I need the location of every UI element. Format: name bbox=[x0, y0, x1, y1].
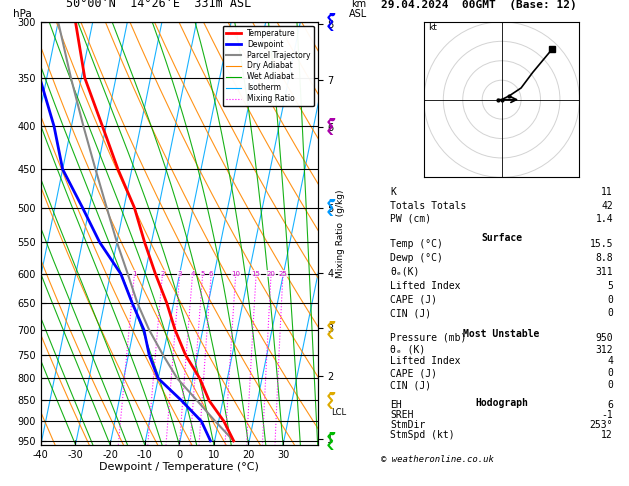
Text: 8.8: 8.8 bbox=[596, 253, 613, 263]
Text: 4: 4 bbox=[191, 271, 195, 277]
Text: 253°: 253° bbox=[589, 420, 613, 430]
Y-axis label: Mixing Ratio  (g/kg): Mixing Ratio (g/kg) bbox=[337, 189, 345, 278]
Text: 5: 5 bbox=[201, 271, 205, 277]
Text: km
ASL: km ASL bbox=[349, 0, 368, 19]
Text: 950: 950 bbox=[596, 332, 613, 343]
Text: 12: 12 bbox=[601, 430, 613, 440]
Text: Lifted Index: Lifted Index bbox=[390, 357, 460, 366]
Text: Pressure (mb): Pressure (mb) bbox=[390, 332, 467, 343]
Text: 312: 312 bbox=[596, 345, 613, 354]
Text: Surface: Surface bbox=[481, 233, 522, 243]
Text: CAPE (J): CAPE (J) bbox=[390, 295, 437, 305]
X-axis label: Dewpoint / Temperature (°C): Dewpoint / Temperature (°C) bbox=[99, 462, 259, 472]
Text: 10: 10 bbox=[231, 271, 240, 277]
Text: CAPE (J): CAPE (J) bbox=[390, 368, 437, 379]
Text: K: K bbox=[390, 187, 396, 197]
Text: 3: 3 bbox=[177, 271, 182, 277]
Text: 11: 11 bbox=[601, 187, 613, 197]
Text: 311: 311 bbox=[596, 267, 613, 277]
Text: θₑ (K): θₑ (K) bbox=[390, 345, 425, 354]
Text: 25: 25 bbox=[279, 271, 287, 277]
Text: 0: 0 bbox=[607, 381, 613, 390]
Text: 0: 0 bbox=[607, 309, 613, 318]
Text: Temp (°C): Temp (°C) bbox=[390, 239, 443, 249]
Text: 1: 1 bbox=[132, 271, 136, 277]
Text: Totals Totals: Totals Totals bbox=[390, 201, 467, 210]
Text: 1.4: 1.4 bbox=[596, 214, 613, 224]
Text: 15: 15 bbox=[252, 271, 260, 277]
Text: 0: 0 bbox=[607, 295, 613, 305]
Text: Lifted Index: Lifted Index bbox=[390, 280, 460, 291]
Text: LCL: LCL bbox=[331, 408, 347, 417]
Text: SREH: SREH bbox=[390, 410, 414, 420]
Text: StmDir: StmDir bbox=[390, 420, 425, 430]
Text: θₑ(K): θₑ(K) bbox=[390, 267, 420, 277]
Text: 5: 5 bbox=[607, 280, 613, 291]
Text: CIN (J): CIN (J) bbox=[390, 381, 431, 390]
Text: 42: 42 bbox=[601, 201, 613, 210]
Text: 15.5: 15.5 bbox=[589, 239, 613, 249]
Text: 20: 20 bbox=[267, 271, 276, 277]
Text: © weatheronline.co.uk: © weatheronline.co.uk bbox=[381, 455, 493, 464]
Text: 50°00'N  14°26'E  331m ASL: 50°00'N 14°26'E 331m ASL bbox=[66, 0, 252, 10]
Legend: Temperature, Dewpoint, Parcel Trajectory, Dry Adiabat, Wet Adiabat, Isotherm, Mi: Temperature, Dewpoint, Parcel Trajectory… bbox=[223, 26, 314, 106]
Text: -1: -1 bbox=[601, 410, 613, 420]
Text: 4: 4 bbox=[607, 357, 613, 366]
Text: Hodograph: Hodograph bbox=[475, 398, 528, 408]
Text: 29.04.2024  00GMT  (Base: 12): 29.04.2024 00GMT (Base: 12) bbox=[381, 0, 576, 10]
Text: 6: 6 bbox=[607, 400, 613, 410]
Text: 6: 6 bbox=[209, 271, 213, 277]
Text: StmSpd (kt): StmSpd (kt) bbox=[390, 430, 455, 440]
Text: kt: kt bbox=[428, 23, 437, 32]
Text: Dewp (°C): Dewp (°C) bbox=[390, 253, 443, 263]
Text: hPa: hPa bbox=[13, 9, 31, 19]
Text: EH: EH bbox=[390, 400, 402, 410]
Text: CIN (J): CIN (J) bbox=[390, 309, 431, 318]
Text: PW (cm): PW (cm) bbox=[390, 214, 431, 224]
Text: Most Unstable: Most Unstable bbox=[464, 329, 540, 339]
Text: 2: 2 bbox=[160, 271, 165, 277]
Text: 0: 0 bbox=[607, 368, 613, 379]
